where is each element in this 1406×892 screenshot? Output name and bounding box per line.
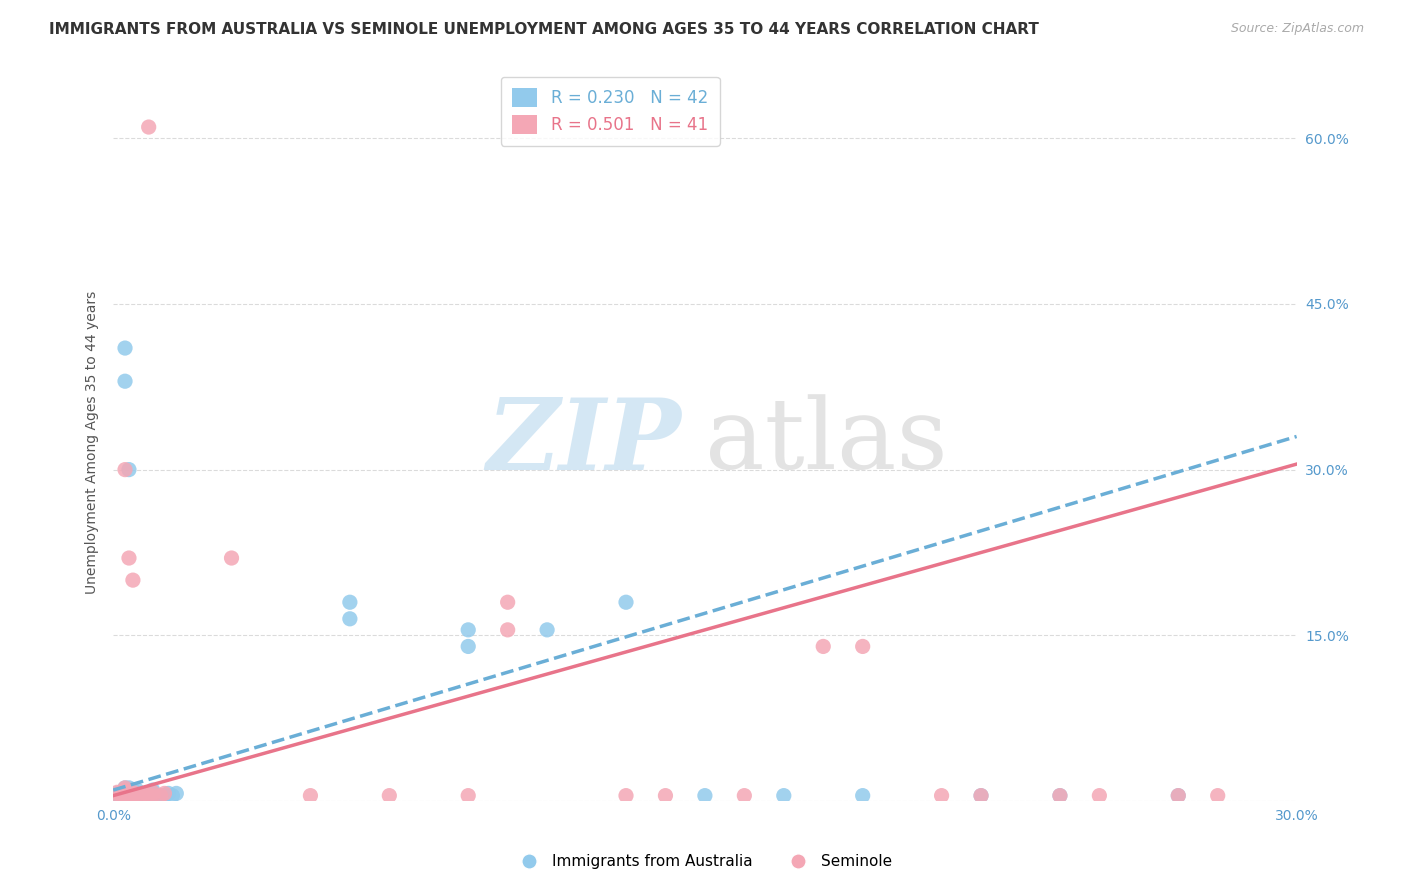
Point	[114, 786, 136, 800]
Point	[114, 785, 136, 799]
Point	[134, 786, 156, 800]
Point	[457, 640, 479, 654]
Point	[153, 786, 176, 800]
Legend: R = 0.230   N = 42, R = 0.501   N = 41: R = 0.230 N = 42, R = 0.501 N = 41	[501, 77, 720, 145]
Point	[105, 789, 128, 803]
Point	[142, 783, 165, 797]
Point	[129, 789, 152, 803]
Point	[105, 789, 128, 803]
Point	[149, 789, 172, 803]
Point	[378, 789, 401, 803]
Point	[733, 789, 755, 803]
Point	[122, 573, 145, 587]
Point	[142, 785, 165, 799]
Point	[138, 120, 160, 134]
Point	[122, 785, 145, 799]
Point	[165, 786, 187, 800]
Point	[110, 785, 132, 799]
Point	[118, 789, 141, 803]
Point	[693, 789, 716, 803]
Point	[122, 789, 145, 803]
Point	[496, 623, 519, 637]
Point	[138, 789, 160, 803]
Point	[339, 612, 361, 626]
Point	[138, 789, 160, 803]
Point	[339, 595, 361, 609]
Point	[157, 786, 180, 800]
Point	[114, 374, 136, 388]
Point	[142, 785, 165, 799]
Text: ZIP: ZIP	[486, 393, 682, 491]
Legend: Immigrants from Australia, Seminole: Immigrants from Australia, Seminole	[508, 848, 898, 875]
Point	[299, 789, 322, 803]
Point	[970, 789, 993, 803]
Point	[129, 789, 152, 803]
Point	[852, 789, 875, 803]
Point	[142, 789, 165, 803]
Point	[1049, 789, 1071, 803]
Point	[125, 789, 148, 803]
Point	[654, 789, 676, 803]
Point	[852, 640, 875, 654]
Point	[496, 595, 519, 609]
Point	[110, 789, 132, 803]
Point	[114, 780, 136, 795]
Point	[114, 789, 136, 803]
Point	[149, 789, 172, 803]
Point	[114, 780, 136, 795]
Point	[105, 785, 128, 799]
Point	[457, 789, 479, 803]
Text: atlas: atlas	[704, 394, 948, 490]
Point	[614, 789, 637, 803]
Point	[118, 785, 141, 799]
Point	[118, 462, 141, 476]
Point	[122, 785, 145, 799]
Point	[1167, 789, 1189, 803]
Point	[1206, 789, 1229, 803]
Point	[614, 595, 637, 609]
Point	[536, 623, 558, 637]
Point	[1167, 789, 1189, 803]
Point	[114, 783, 136, 797]
Point	[813, 640, 835, 654]
Point	[772, 789, 794, 803]
Point	[125, 789, 148, 803]
Point	[221, 551, 243, 566]
Point	[142, 789, 165, 803]
Point	[105, 786, 128, 800]
Point	[931, 789, 953, 803]
Point	[118, 785, 141, 799]
Point	[125, 783, 148, 797]
Y-axis label: Unemployment Among Ages 35 to 44 years: Unemployment Among Ages 35 to 44 years	[86, 291, 100, 593]
Point	[970, 789, 993, 803]
Point	[153, 789, 176, 803]
Point	[1088, 789, 1111, 803]
Point	[118, 780, 141, 795]
Point	[122, 789, 145, 803]
Point	[110, 789, 132, 803]
Point	[162, 789, 184, 803]
Point	[457, 623, 479, 637]
Text: IMMIGRANTS FROM AUSTRALIA VS SEMINOLE UNEMPLOYMENT AMONG AGES 35 TO 44 YEARS COR: IMMIGRANTS FROM AUSTRALIA VS SEMINOLE UN…	[49, 22, 1039, 37]
Point	[110, 785, 132, 799]
Point	[1049, 789, 1071, 803]
Point	[118, 789, 141, 803]
Text: Source: ZipAtlas.com: Source: ZipAtlas.com	[1230, 22, 1364, 36]
Point	[114, 783, 136, 797]
Point	[114, 341, 136, 355]
Point	[122, 783, 145, 797]
Point	[134, 789, 156, 803]
Point	[114, 462, 136, 476]
Point	[118, 551, 141, 566]
Point	[114, 789, 136, 803]
